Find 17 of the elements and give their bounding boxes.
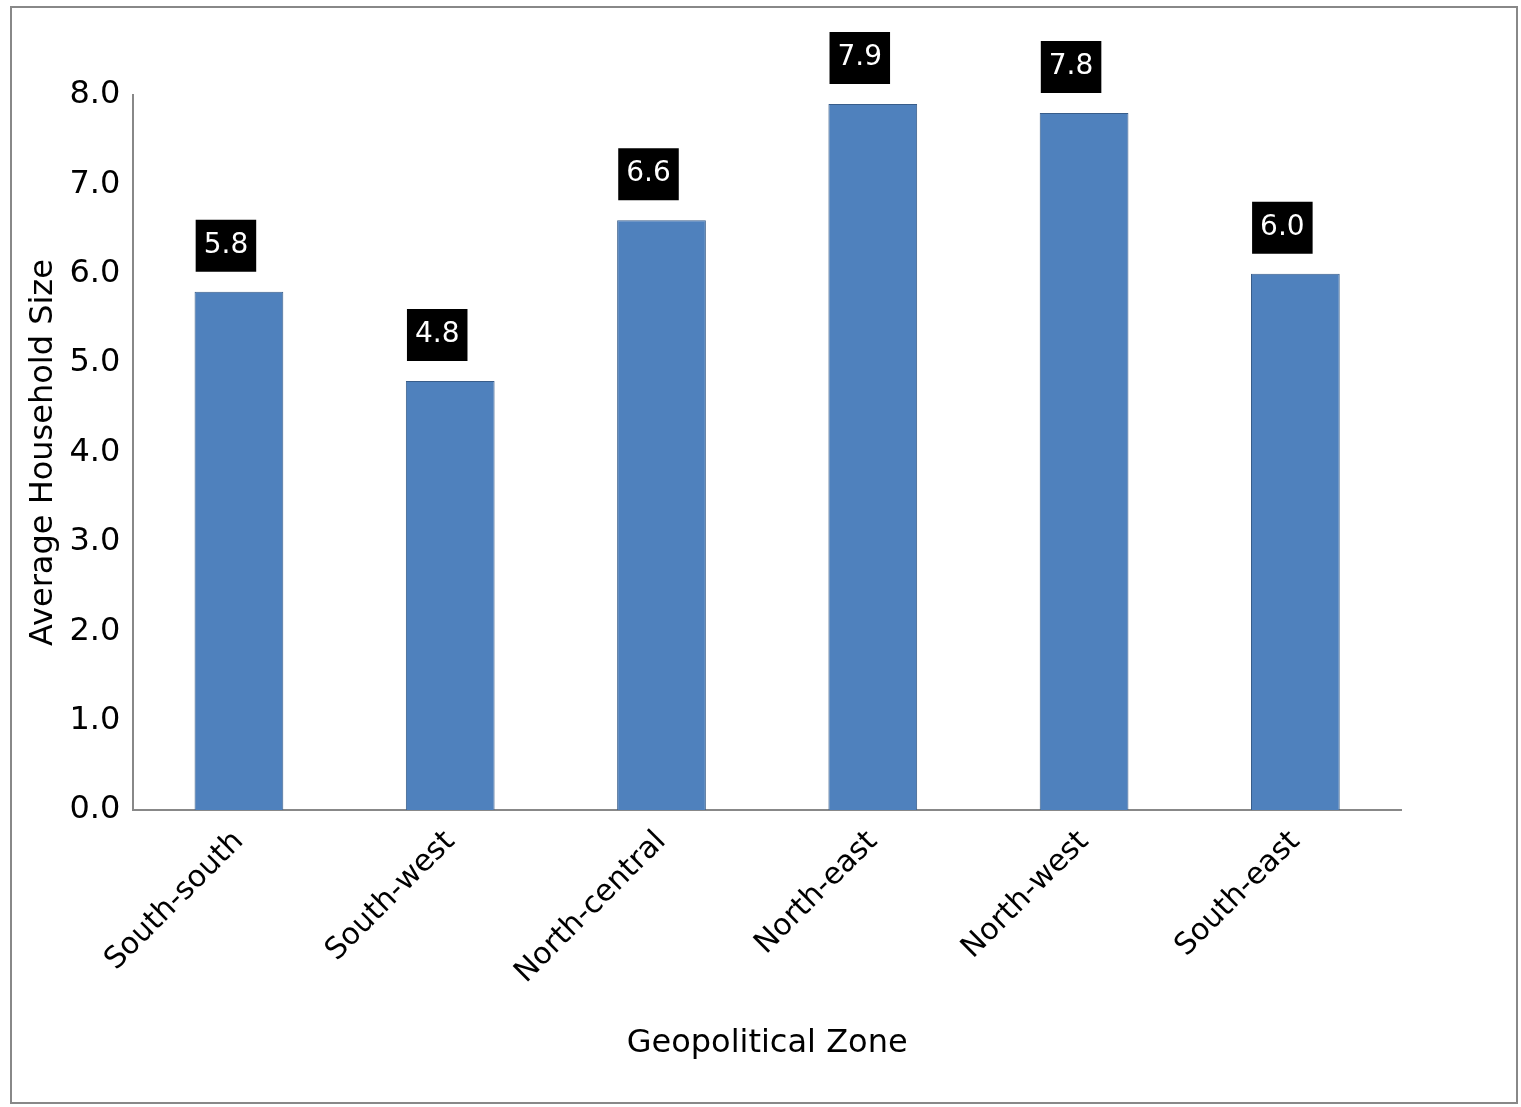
data-label: 7.8: [1048, 48, 1094, 82]
y-tick-label: 2.0: [69, 609, 121, 648]
y-tick-label: 6.0: [69, 252, 121, 291]
y-tick-label: 5.0: [69, 341, 121, 380]
y-axis-title: Average Household Size: [21, 259, 60, 646]
x-axis-title: Geopolitical Zone: [626, 1022, 908, 1061]
y-tick-label: 3.0: [69, 520, 121, 559]
data-label: 5.8: [203, 226, 249, 260]
data-label: 6.6: [626, 155, 671, 189]
y-tick-label: 4.0: [69, 430, 121, 469]
y-tick-label: 1.0: [69, 699, 121, 737]
data-label: 6.0: [1260, 209, 1305, 243]
y-tick-label: 8.0: [69, 73, 121, 112]
y-tick-label: 7.0: [69, 162, 121, 201]
data-label: 4.8: [414, 316, 460, 350]
y-tick-label: 0.0: [69, 788, 121, 827]
data-label: 7.9: [837, 39, 883, 73]
